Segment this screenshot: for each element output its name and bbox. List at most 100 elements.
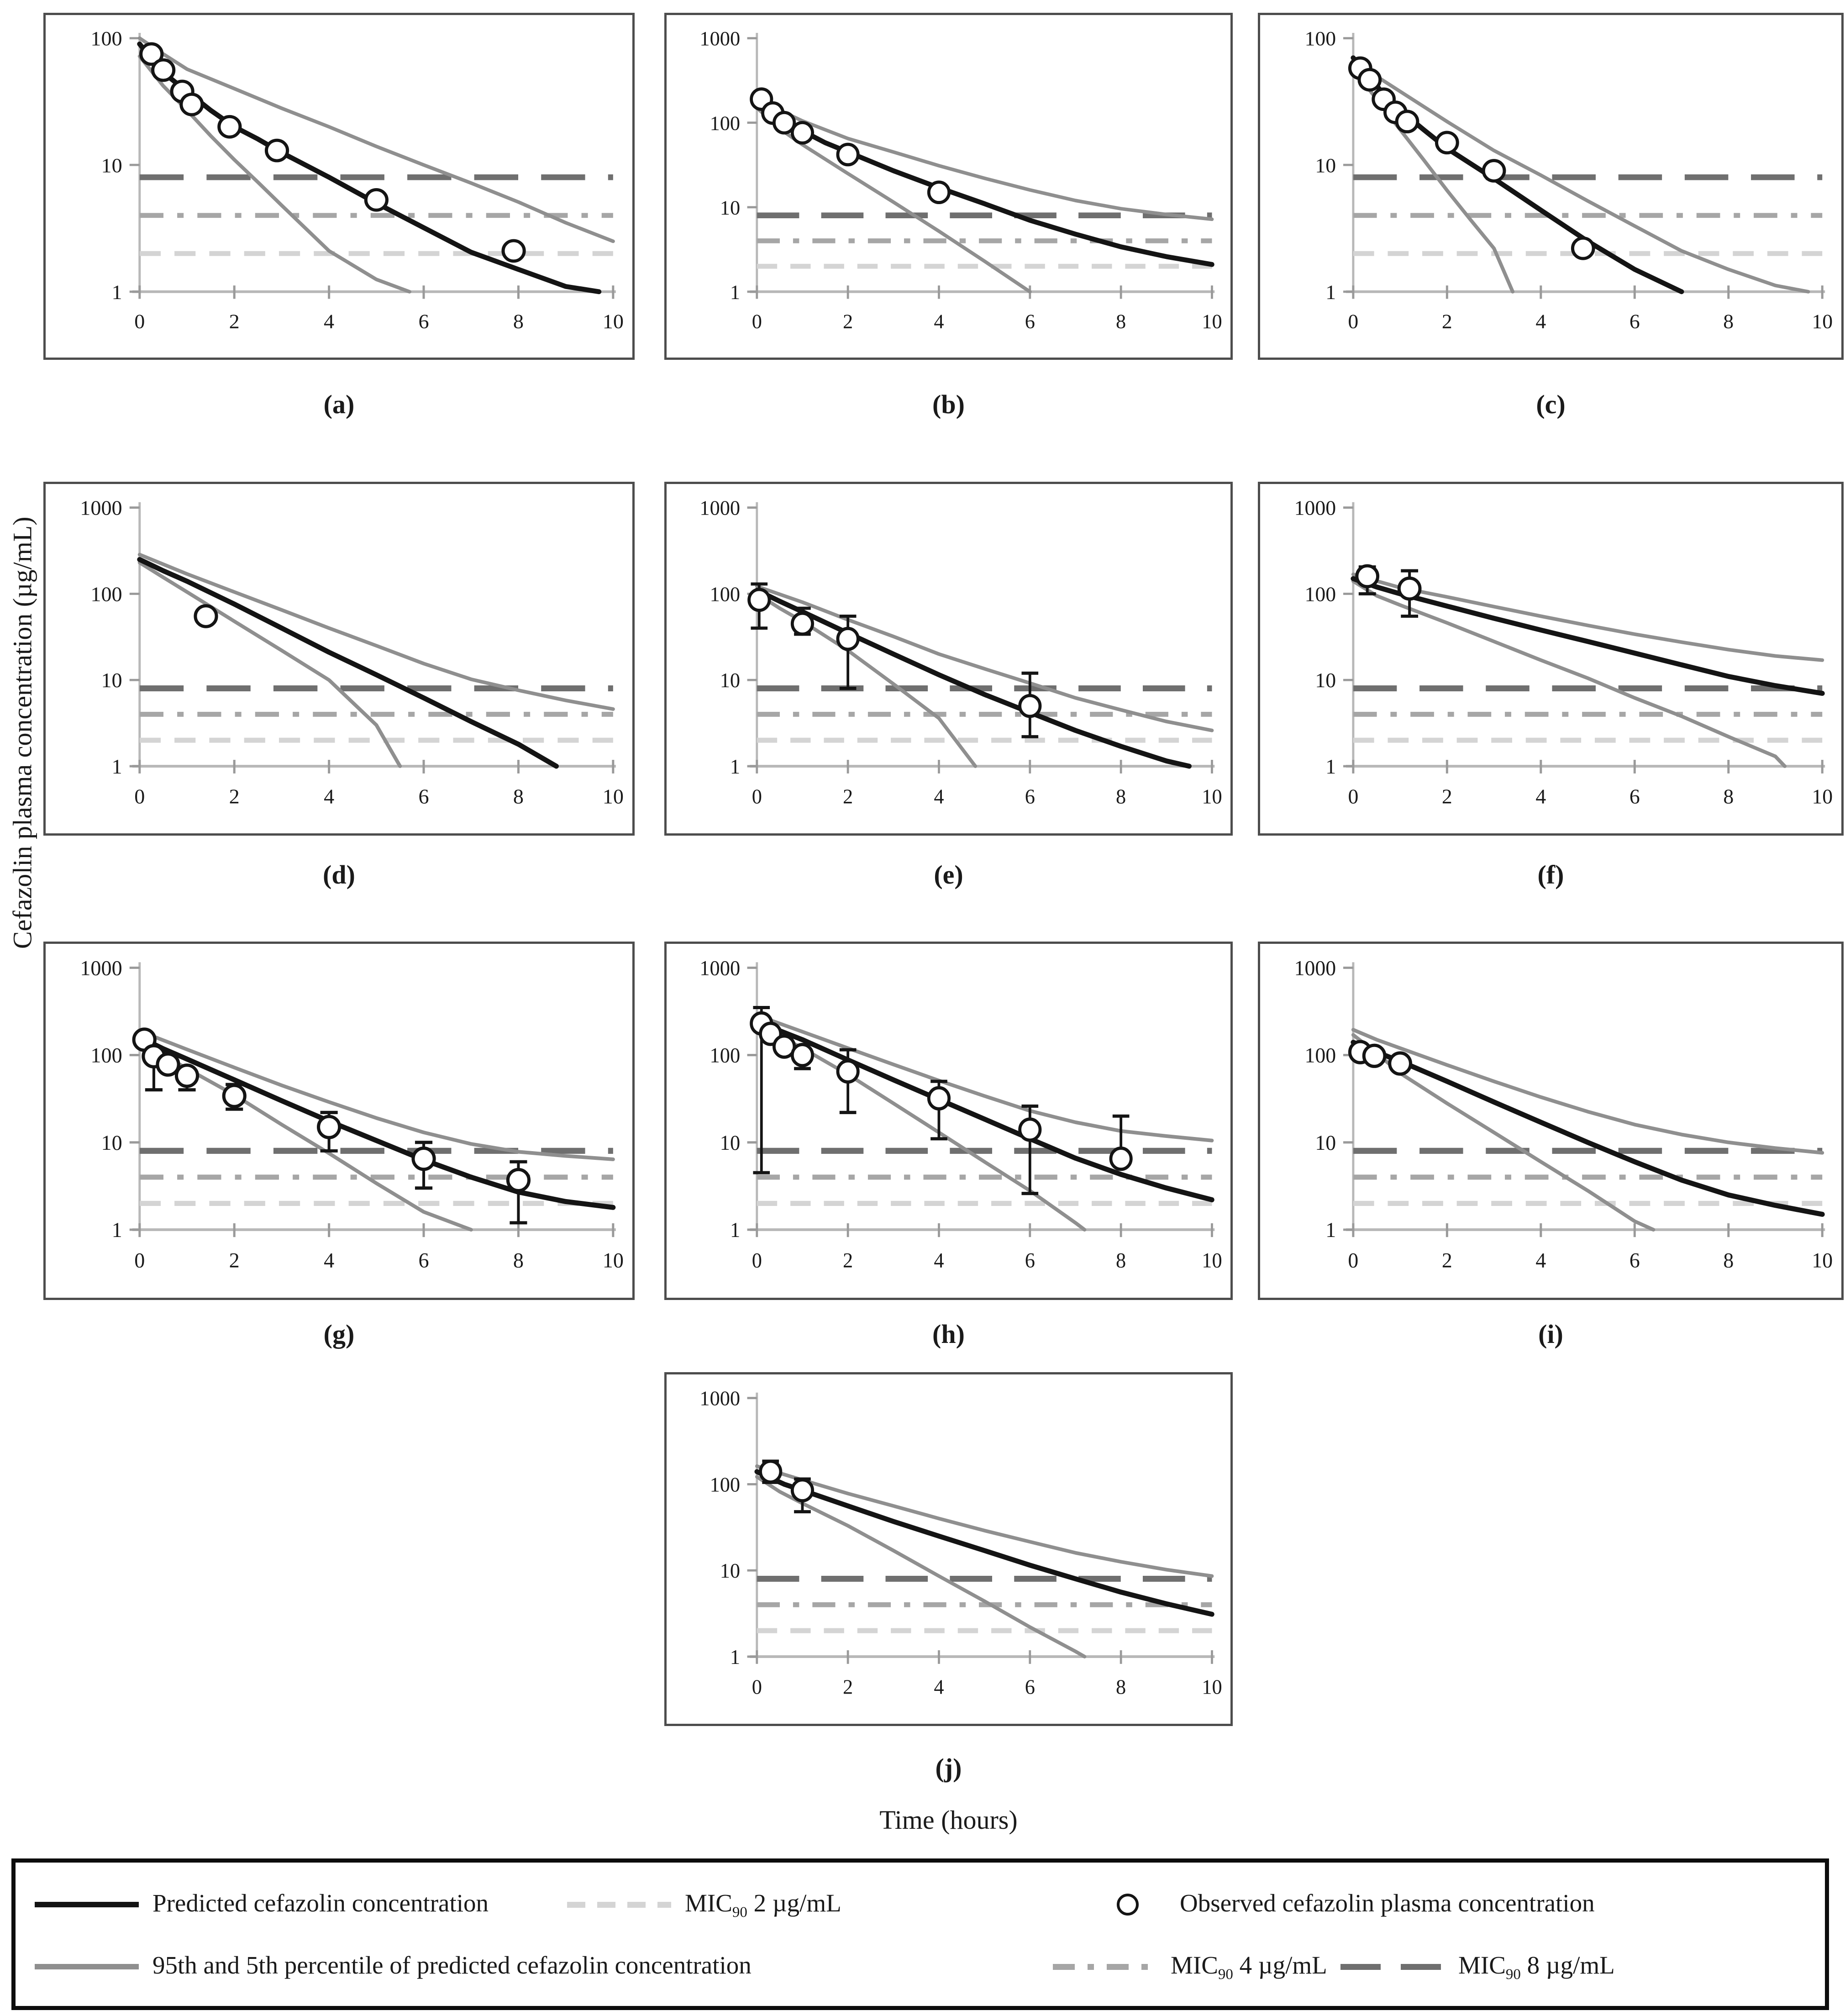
svg-text:2: 2 bbox=[843, 785, 853, 808]
svg-text:0: 0 bbox=[134, 1249, 145, 1272]
panel-h: 0 2 4 6 8 10 1 10 100 1000 bbox=[664, 942, 1233, 1300]
legend-sub: 90 bbox=[732, 1904, 747, 1921]
panel-d-chart: 0 2 4 6 8 10 1 10 100 1000 bbox=[80, 496, 624, 808]
panel-j-chart: 0 2 4 6 8 10 1 10 100 1000 bbox=[699, 1387, 1222, 1699]
panel-g: 0 2 4 6 8 10 1 10 100 1000 bbox=[43, 942, 635, 1300]
legend-item-predicted: Predicted cefazolin concentration bbox=[35, 1884, 489, 1926]
legend-item-mic2: MIC90 2 µg/mL bbox=[567, 1884, 841, 1926]
svg-text:10: 10 bbox=[720, 1559, 740, 1583]
legend-item-label: Predicted cefazolin concentration bbox=[152, 1889, 489, 1921]
svg-text:1000: 1000 bbox=[1294, 496, 1336, 520]
svg-text:100: 100 bbox=[90, 583, 122, 606]
legend-item-mic8: MIC90 8 µg/mL bbox=[1340, 1946, 1615, 1988]
svg-text:4: 4 bbox=[1535, 1248, 1546, 1272]
legend-sub: 90 bbox=[1218, 1966, 1233, 1983]
svg-text:1: 1 bbox=[1325, 1218, 1336, 1242]
legend-text: Observed cefazolin plasma concentration bbox=[1180, 1889, 1595, 1917]
svg-text:0: 0 bbox=[752, 1249, 762, 1272]
observed-circle-marker-key bbox=[1117, 1894, 1139, 1916]
svg-text:100: 100 bbox=[90, 27, 122, 50]
svg-text:1000: 1000 bbox=[80, 496, 122, 520]
svg-text:4: 4 bbox=[324, 310, 334, 332]
svg-text:10: 10 bbox=[1812, 784, 1833, 808]
svg-text:10: 10 bbox=[720, 669, 740, 692]
panel-j: 0 2 4 6 8 10 1 10 100 1000 bbox=[664, 1372, 1233, 1726]
svg-text:1000: 1000 bbox=[1294, 956, 1336, 979]
legend-sub: 90 bbox=[1505, 1966, 1521, 1983]
svg-text:10: 10 bbox=[720, 196, 740, 219]
svg-text:100: 100 bbox=[1304, 1043, 1336, 1067]
panel-j-label: (j) bbox=[935, 1753, 962, 1783]
svg-text:4: 4 bbox=[1535, 310, 1546, 332]
svg-text:10: 10 bbox=[1202, 310, 1222, 333]
svg-text:8: 8 bbox=[1116, 1249, 1126, 1272]
svg-text:1: 1 bbox=[1325, 755, 1336, 778]
svg-text:100: 100 bbox=[710, 111, 741, 134]
svg-text:2: 2 bbox=[843, 310, 853, 333]
svg-text:4: 4 bbox=[934, 310, 944, 333]
svg-text:0: 0 bbox=[1348, 1248, 1358, 1272]
svg-text:1: 1 bbox=[730, 1218, 740, 1242]
svg-text:10: 10 bbox=[101, 1131, 122, 1154]
panel-g-chart: 0 2 4 6 8 10 1 10 100 1000 bbox=[80, 956, 624, 1272]
svg-text:4: 4 bbox=[934, 1249, 944, 1272]
svg-text:1: 1 bbox=[112, 1218, 122, 1242]
svg-text:100: 100 bbox=[710, 583, 741, 606]
svg-text:8: 8 bbox=[1116, 310, 1126, 333]
panel-b-label: (b) bbox=[932, 390, 965, 419]
svg-text:6: 6 bbox=[1025, 785, 1035, 808]
svg-text:8: 8 bbox=[1723, 1248, 1734, 1272]
legend-item-label: 95th and 5th percentile of predicted cef… bbox=[152, 1951, 752, 1983]
legend-text: MIC bbox=[685, 1889, 732, 1917]
svg-text:8: 8 bbox=[1116, 785, 1126, 808]
panel-e: 0 2 4 6 8 10 1 10 100 1000 bbox=[664, 482, 1233, 836]
svg-text:8: 8 bbox=[1723, 784, 1734, 808]
predicted-line-key bbox=[35, 1902, 139, 1907]
svg-text:0: 0 bbox=[752, 785, 762, 808]
panel-a-chart: 0 2 4 6 8 10 1 10 100 bbox=[90, 27, 624, 333]
panel-i: 0 2 4 6 8 10 1 10 100 1000 bbox=[1258, 942, 1844, 1300]
svg-text:1: 1 bbox=[112, 755, 122, 778]
svg-text:2: 2 bbox=[229, 310, 240, 332]
svg-text:8: 8 bbox=[513, 310, 524, 332]
svg-text:10: 10 bbox=[101, 153, 122, 176]
legend-text: MIC bbox=[1458, 1951, 1506, 1979]
svg-text:6: 6 bbox=[1629, 784, 1640, 808]
legend-text: 8 µg/mL bbox=[1520, 1951, 1615, 1979]
panel-b: 0 2 4 6 8 10 1 10 100 1000 bbox=[664, 13, 1233, 360]
svg-text:4: 4 bbox=[934, 1675, 944, 1699]
panel-f-chart: 0 2 4 6 8 10 1 10 100 1000 bbox=[1294, 496, 1833, 808]
legend-item-mic4: MIC90 4 µg/mL bbox=[1053, 1946, 1327, 1988]
legend-text: MIC bbox=[1171, 1951, 1218, 1979]
legend-item-label: MIC90 8 µg/mL bbox=[1458, 1951, 1615, 1983]
legend-text: 2 µg/mL bbox=[747, 1889, 841, 1917]
svg-text:10: 10 bbox=[1202, 785, 1222, 808]
svg-text:8: 8 bbox=[513, 785, 524, 808]
panel-a: 0 2 4 6 8 10 1 10 100 bbox=[43, 13, 635, 360]
svg-text:6: 6 bbox=[1629, 1248, 1640, 1272]
x-axis-title: Time (hours) bbox=[879, 1805, 1018, 1835]
svg-text:0: 0 bbox=[752, 310, 762, 333]
panel-a-label: (a) bbox=[323, 390, 355, 419]
svg-text:8: 8 bbox=[1723, 310, 1734, 332]
panel-f: 0 2 4 6 8 10 1 10 100 1000 bbox=[1258, 482, 1844, 836]
legend-box: Predicted cefazolin concentration MIC90 … bbox=[11, 1858, 1829, 2010]
svg-text:4: 4 bbox=[324, 785, 334, 808]
panel-d: 0 2 4 6 8 10 1 10 100 1000 bbox=[43, 482, 635, 836]
svg-text:6: 6 bbox=[1025, 310, 1035, 333]
svg-text:0: 0 bbox=[1348, 784, 1358, 808]
svg-text:2: 2 bbox=[1442, 310, 1452, 332]
panel-h-label: (h) bbox=[932, 1319, 965, 1349]
svg-text:10: 10 bbox=[603, 785, 624, 808]
percentile-line-key bbox=[35, 1964, 139, 1969]
svg-text:100: 100 bbox=[710, 1044, 741, 1067]
legend-item-label: MIC90 2 µg/mL bbox=[685, 1889, 841, 1921]
svg-text:100: 100 bbox=[1304, 582, 1336, 605]
svg-text:1000: 1000 bbox=[699, 27, 740, 50]
svg-text:10: 10 bbox=[720, 1131, 740, 1154]
svg-text:1000: 1000 bbox=[699, 1387, 740, 1410]
svg-text:1000: 1000 bbox=[80, 956, 122, 979]
svg-text:2: 2 bbox=[229, 785, 240, 808]
svg-text:0: 0 bbox=[752, 1675, 762, 1699]
